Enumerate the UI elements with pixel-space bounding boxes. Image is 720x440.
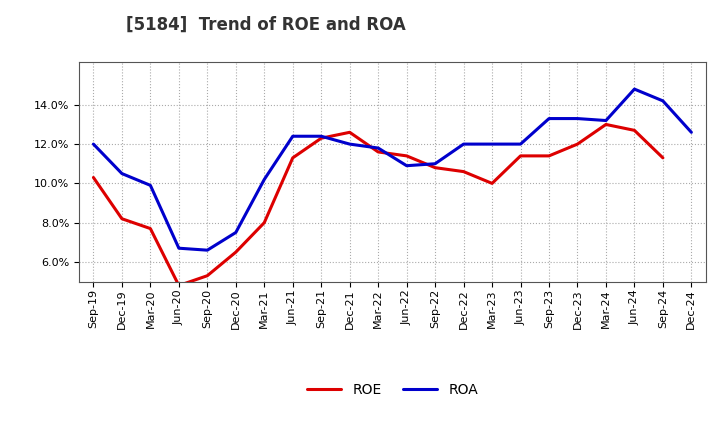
ROE — [289, 155, 297, 161]
ROE — [573, 141, 582, 147]
ROE — [630, 128, 639, 133]
ROA — [260, 177, 269, 182]
ROE — [203, 273, 212, 279]
ROA — [346, 141, 354, 147]
Legend: ROE, ROA: ROE, ROA — [301, 377, 484, 402]
ROA — [402, 163, 411, 169]
Line: ROA: ROA — [94, 89, 691, 250]
ROA — [431, 161, 439, 166]
ROE — [117, 216, 126, 221]
ROA — [602, 118, 611, 123]
Text: [5184]  Trend of ROE and ROA: [5184] Trend of ROE and ROA — [126, 15, 406, 33]
ROE — [487, 181, 496, 186]
ROE — [346, 130, 354, 135]
ROE — [374, 149, 382, 154]
ROA — [174, 246, 183, 251]
ROA — [203, 248, 212, 253]
ROA — [687, 130, 696, 135]
ROA — [232, 230, 240, 235]
ROA — [89, 141, 98, 147]
ROE — [516, 153, 525, 158]
ROA — [146, 183, 155, 188]
ROE — [545, 153, 554, 158]
ROA — [374, 145, 382, 150]
ROA — [487, 141, 496, 147]
ROE — [174, 283, 183, 288]
ROE — [89, 175, 98, 180]
ROA — [630, 86, 639, 92]
ROA — [459, 141, 468, 147]
ROE — [659, 155, 667, 161]
ROE — [459, 169, 468, 174]
ROE — [146, 226, 155, 231]
Line: ROE: ROE — [94, 125, 663, 286]
ROE — [602, 122, 611, 127]
ROE — [260, 220, 269, 225]
ROA — [317, 134, 325, 139]
ROA — [117, 171, 126, 176]
ROE — [402, 153, 411, 158]
ROE — [232, 249, 240, 255]
ROA — [573, 116, 582, 121]
ROA — [659, 98, 667, 103]
ROA — [516, 141, 525, 147]
ROE — [431, 165, 439, 170]
ROA — [545, 116, 554, 121]
ROE — [317, 136, 325, 141]
ROA — [289, 134, 297, 139]
